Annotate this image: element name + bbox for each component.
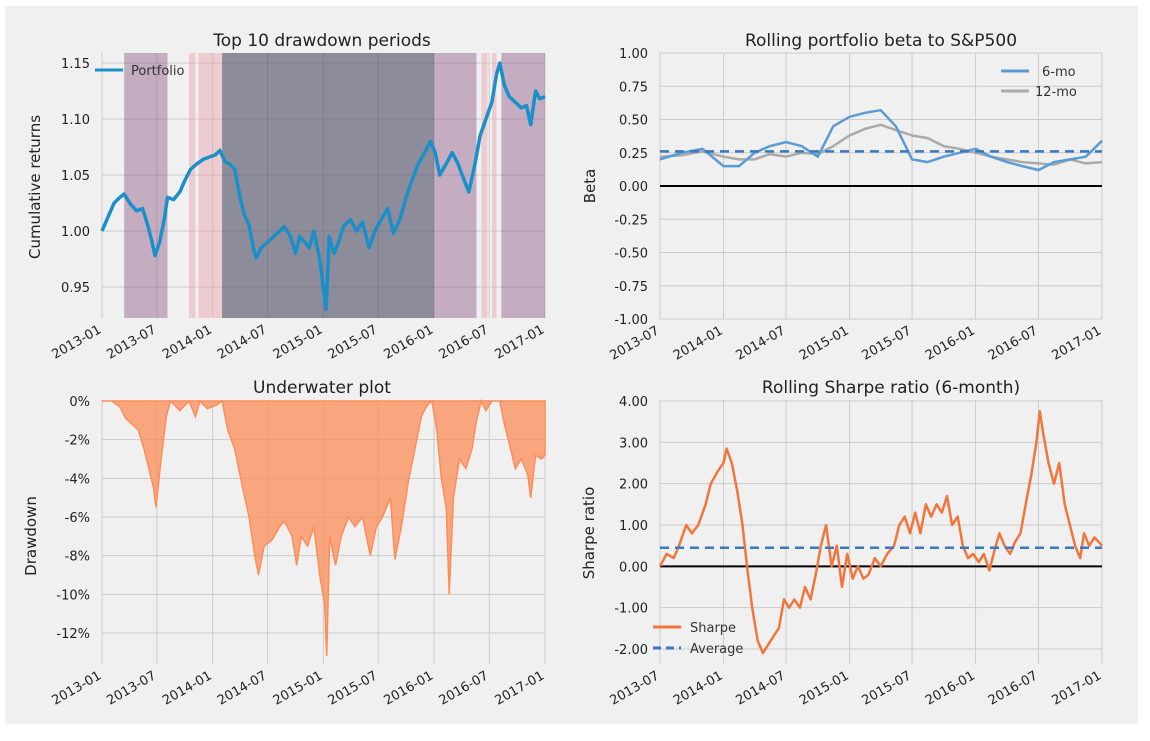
underwater-area (102, 398, 546, 657)
underwater-title: Underwater plot (253, 378, 391, 398)
drawdown_periods-ytick-label: 0.95 (61, 281, 90, 296)
rolling-sharpe-ylabel: Sharpe ratio (580, 487, 598, 580)
legend-portfolio-label: Portfolio (131, 64, 185, 79)
drawdown-period-shade (124, 53, 168, 318)
rolling-sharpe-legend: Sharpe Average (653, 621, 743, 657)
rolling_beta-ytick-label: 0.50 (619, 114, 648, 129)
legend-sharpe-label: Sharpe (690, 621, 736, 636)
drawdown-periods-series (100, 61, 546, 312)
rolling-sharpe-grid (659, 400, 1103, 664)
underwater-ytick-label: 0% (69, 395, 90, 410)
rolling_beta-6-mo-line (659, 108, 1103, 172)
underwater-ytick-label: -6% (65, 511, 90, 526)
rolling_beta-ytick-label: 1.00 (619, 47, 648, 62)
rolling-beta-ylabel: Beta (581, 169, 599, 204)
rolling_beta-ytick-label: 0.25 (619, 147, 648, 162)
rolling_beta-ytick-label: 0.00 (619, 180, 648, 195)
rolling_beta-ytick-label: 0.75 (619, 80, 648, 95)
rolling-beta-series (659, 108, 1103, 187)
underwater-ytick-label: -12% (56, 627, 90, 642)
rolling_sharpe-ytick-label: 1.00 (619, 519, 648, 534)
drawdown-period-shade (491, 53, 497, 318)
rolling-sharpe-title: Rolling Sharpe ratio (6-month) (762, 378, 1020, 398)
drawdown-periods-legend: Portfolio (95, 64, 185, 79)
rolling_sharpe-ytick-label: -1.00 (614, 602, 648, 617)
rolling_sharpe-ytick-label: -2.00 (614, 643, 648, 658)
drawdown_periods-ytick-label: 1.05 (61, 169, 90, 184)
rolling_sharpe-ytick-label: 3.00 (619, 436, 648, 451)
figure-background (5, 6, 1138, 724)
rolling_sharpe-sharpe-line (658, 410, 1103, 655)
drawdown_periods-ytick-label: 1.10 (61, 113, 90, 128)
legend-average-label: Average (690, 642, 743, 657)
underwater-ylabel: Drawdown (22, 496, 40, 576)
rolling-beta-legend: 6-mo 12-mo (1001, 65, 1077, 100)
underwater-ytick-label: -10% (56, 588, 90, 603)
drawdown_periods-ytick-label: 1.00 (61, 225, 90, 240)
rolling-sharpe-series (658, 410, 1103, 655)
rolling_sharpe-ytick-label: 2.00 (619, 478, 648, 493)
legend-12mo-label: 12-mo (1035, 85, 1077, 100)
rolling_sharpe-ytick-label: 0.00 (619, 560, 648, 575)
rolling_beta-ytick-label: -0.75 (614, 280, 648, 295)
underwater-series (102, 398, 546, 657)
legend-6mo-label: 6-mo (1042, 65, 1076, 80)
drawdown-periods-title: Top 10 drawdown periods (212, 31, 431, 51)
rolling_sharpe-ytick-label: 4.00 (619, 395, 648, 410)
rolling_beta-ytick-label: -0.50 (614, 247, 648, 262)
drawdown_periods-portfolio-line (100, 61, 546, 312)
drawdown-periods-ylabel: Cumulative returns (26, 115, 44, 259)
rolling_beta-ytick-label: -0.25 (614, 213, 648, 228)
drawdown-period-shade (189, 53, 196, 318)
drawdown-period-shade (481, 53, 488, 318)
underwater-ytick-label: -2% (65, 434, 90, 449)
drawdown-period-shade (198, 53, 223, 318)
drawdown_periods-ytick-label: 1.15 (61, 57, 90, 72)
rolling-beta-title: Rolling portfolio beta to S&P500 (745, 31, 1017, 51)
underwater-ytick-label: -4% (65, 472, 90, 487)
rolling_beta-ytick-label: -1.00 (614, 313, 648, 328)
underwater-ytick-label: -8% (65, 550, 90, 565)
